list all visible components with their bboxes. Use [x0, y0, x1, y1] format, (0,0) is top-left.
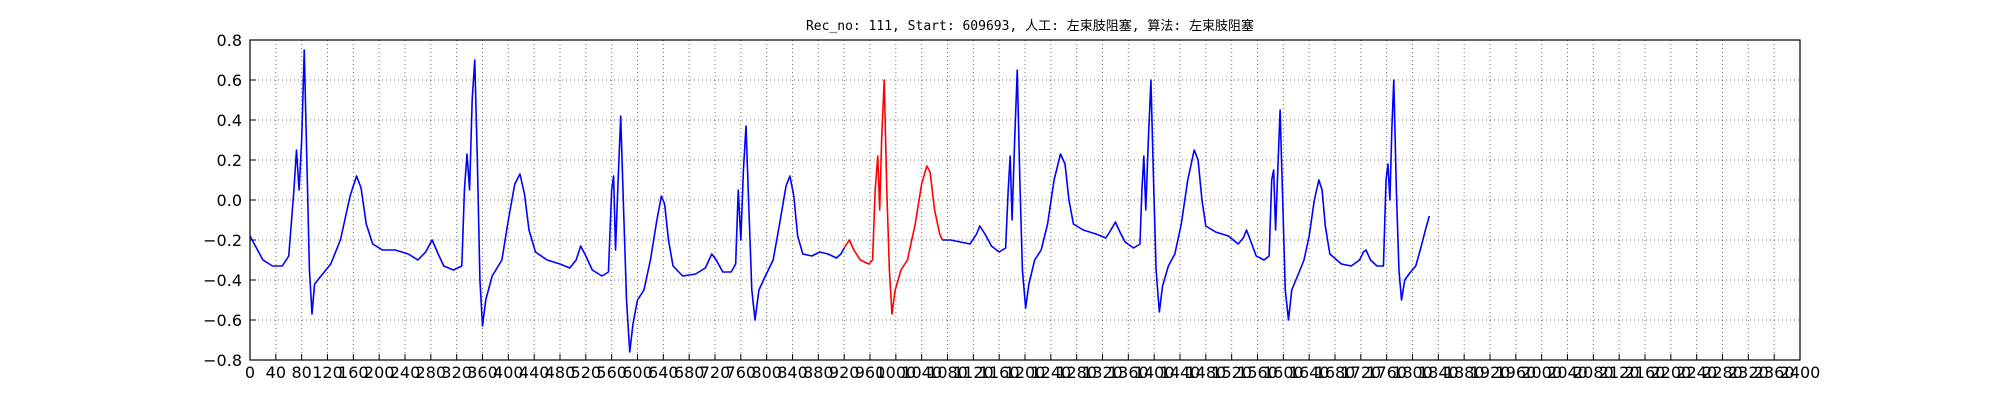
x-tick-label: 2000: [1521, 363, 1562, 382]
x-tick-label: 1480: [1185, 363, 1226, 382]
x-tick-label: 160: [338, 363, 369, 382]
x-tick-label: 1920: [1470, 363, 1511, 382]
x-tick-label: 120: [312, 363, 343, 382]
x-tick-label: 1240: [1030, 363, 1071, 382]
x-tick-label: 440: [519, 363, 550, 382]
y-tick-label: −0.4: [203, 271, 242, 290]
x-tick-label: 840: [777, 363, 808, 382]
x-tick-label: 1680: [1315, 363, 1356, 382]
x-tick-label: 1800: [1392, 363, 1433, 382]
y-tick-label: 0.6: [217, 71, 242, 90]
x-axis-ticks: 0 40 80 12016020024028032036040044048052056…: [245, 354, 1820, 382]
x-tick-label: 1200: [1005, 363, 1046, 382]
y-tick-label: 0.8: [217, 31, 242, 50]
y-tick-label: 0.4: [217, 111, 242, 130]
x-tick-label: 1520: [1211, 363, 1252, 382]
x-tick-label: 920: [829, 363, 860, 382]
x-tick-label: 880: [803, 363, 834, 382]
x-tick-label: 2040: [1547, 363, 1588, 382]
y-tick-label: −0.2: [203, 231, 242, 250]
chart-title: Rec_no: 111, Start: 609693, 人工: 左束肢阻塞, 算…: [806, 18, 1254, 34]
x-tick-label: 800: [751, 363, 782, 382]
plot-area-frame: [249, 39, 1801, 361]
x-tick-label: 560: [596, 363, 627, 382]
x-tick-label: 280: [416, 363, 447, 382]
x-tick-label: 2080: [1573, 363, 1614, 382]
ecg-series: [249, 49, 1431, 353]
x-tick-label: 640: [648, 363, 679, 382]
x-tick-label: 1880: [1444, 363, 1485, 382]
x-tick-label: 2200: [1650, 363, 1691, 382]
x-tick-label: 1400: [1134, 363, 1175, 382]
y-tick-label: −0.8: [203, 351, 242, 370]
x-tick-label: 2160: [1625, 363, 1666, 382]
x-tick-label: 2240: [1676, 363, 1717, 382]
ecg-line-before: [249, 49, 845, 353]
ecg-line-highlight: [843, 79, 944, 315]
x-tick-label: 760: [726, 363, 757, 382]
x-tick-label: 2280: [1702, 363, 1743, 382]
x-tick-label: 400: [493, 363, 524, 382]
x-tick-label: 1640: [1289, 363, 1330, 382]
x-tick-label: 480: [545, 363, 576, 382]
x-tick-label: 200: [364, 363, 395, 382]
x-tick-label: 360: [467, 363, 498, 382]
x-tick-label: 2120: [1599, 363, 1640, 382]
x-tick-label: 320: [441, 363, 472, 382]
x-tick-label: 600: [622, 363, 653, 382]
x-tick-label: 520: [571, 363, 602, 382]
y-tick-label: 0.0: [217, 191, 242, 210]
y-axis-ticks: −0.8 −0.6 −0.4 −0.2 0.0 0.2 0.4 0.6 0.8: [203, 31, 256, 370]
x-tick-label: 1760: [1366, 363, 1407, 382]
y-tick-label: −0.6: [203, 311, 242, 330]
x-tick-label: 2320: [1728, 363, 1769, 382]
x-tick-label: 1600: [1263, 363, 1304, 382]
x-tick-label: 1560: [1237, 363, 1278, 382]
x-tick-label: 1840: [1418, 363, 1459, 382]
x-tick-label: 1160: [979, 363, 1020, 382]
x-tick-label: 40: [266, 363, 286, 382]
x-tick-label: 1320: [1082, 363, 1123, 382]
x-tick-label: 960: [855, 363, 886, 382]
x-tick-label: 1360: [1108, 363, 1149, 382]
x-tick-label: 1000: [875, 363, 916, 382]
x-tick-label: 1120: [953, 363, 994, 382]
x-tick-label: 2360: [1754, 363, 1795, 382]
x-tick-label: 1040: [901, 363, 942, 382]
x-tick-label: 1080: [927, 363, 968, 382]
x-tick-label: 2400: [1780, 363, 1821, 382]
x-tick-label: 1440: [1160, 363, 1201, 382]
x-tick-label: 80: [291, 363, 311, 382]
y-tick-label: 0.2: [217, 151, 242, 170]
x-tick-label: 1720: [1340, 363, 1381, 382]
x-tick-label: 720: [700, 363, 731, 382]
x-tick-label: 240: [390, 363, 421, 382]
x-tick-label: 680: [674, 363, 705, 382]
ecg-line-after: [942, 69, 1431, 321]
x-tick-label: 1960: [1495, 363, 1536, 382]
x-tick-label: 0: [245, 363, 255, 382]
x-tick-label: 1280: [1056, 363, 1097, 382]
